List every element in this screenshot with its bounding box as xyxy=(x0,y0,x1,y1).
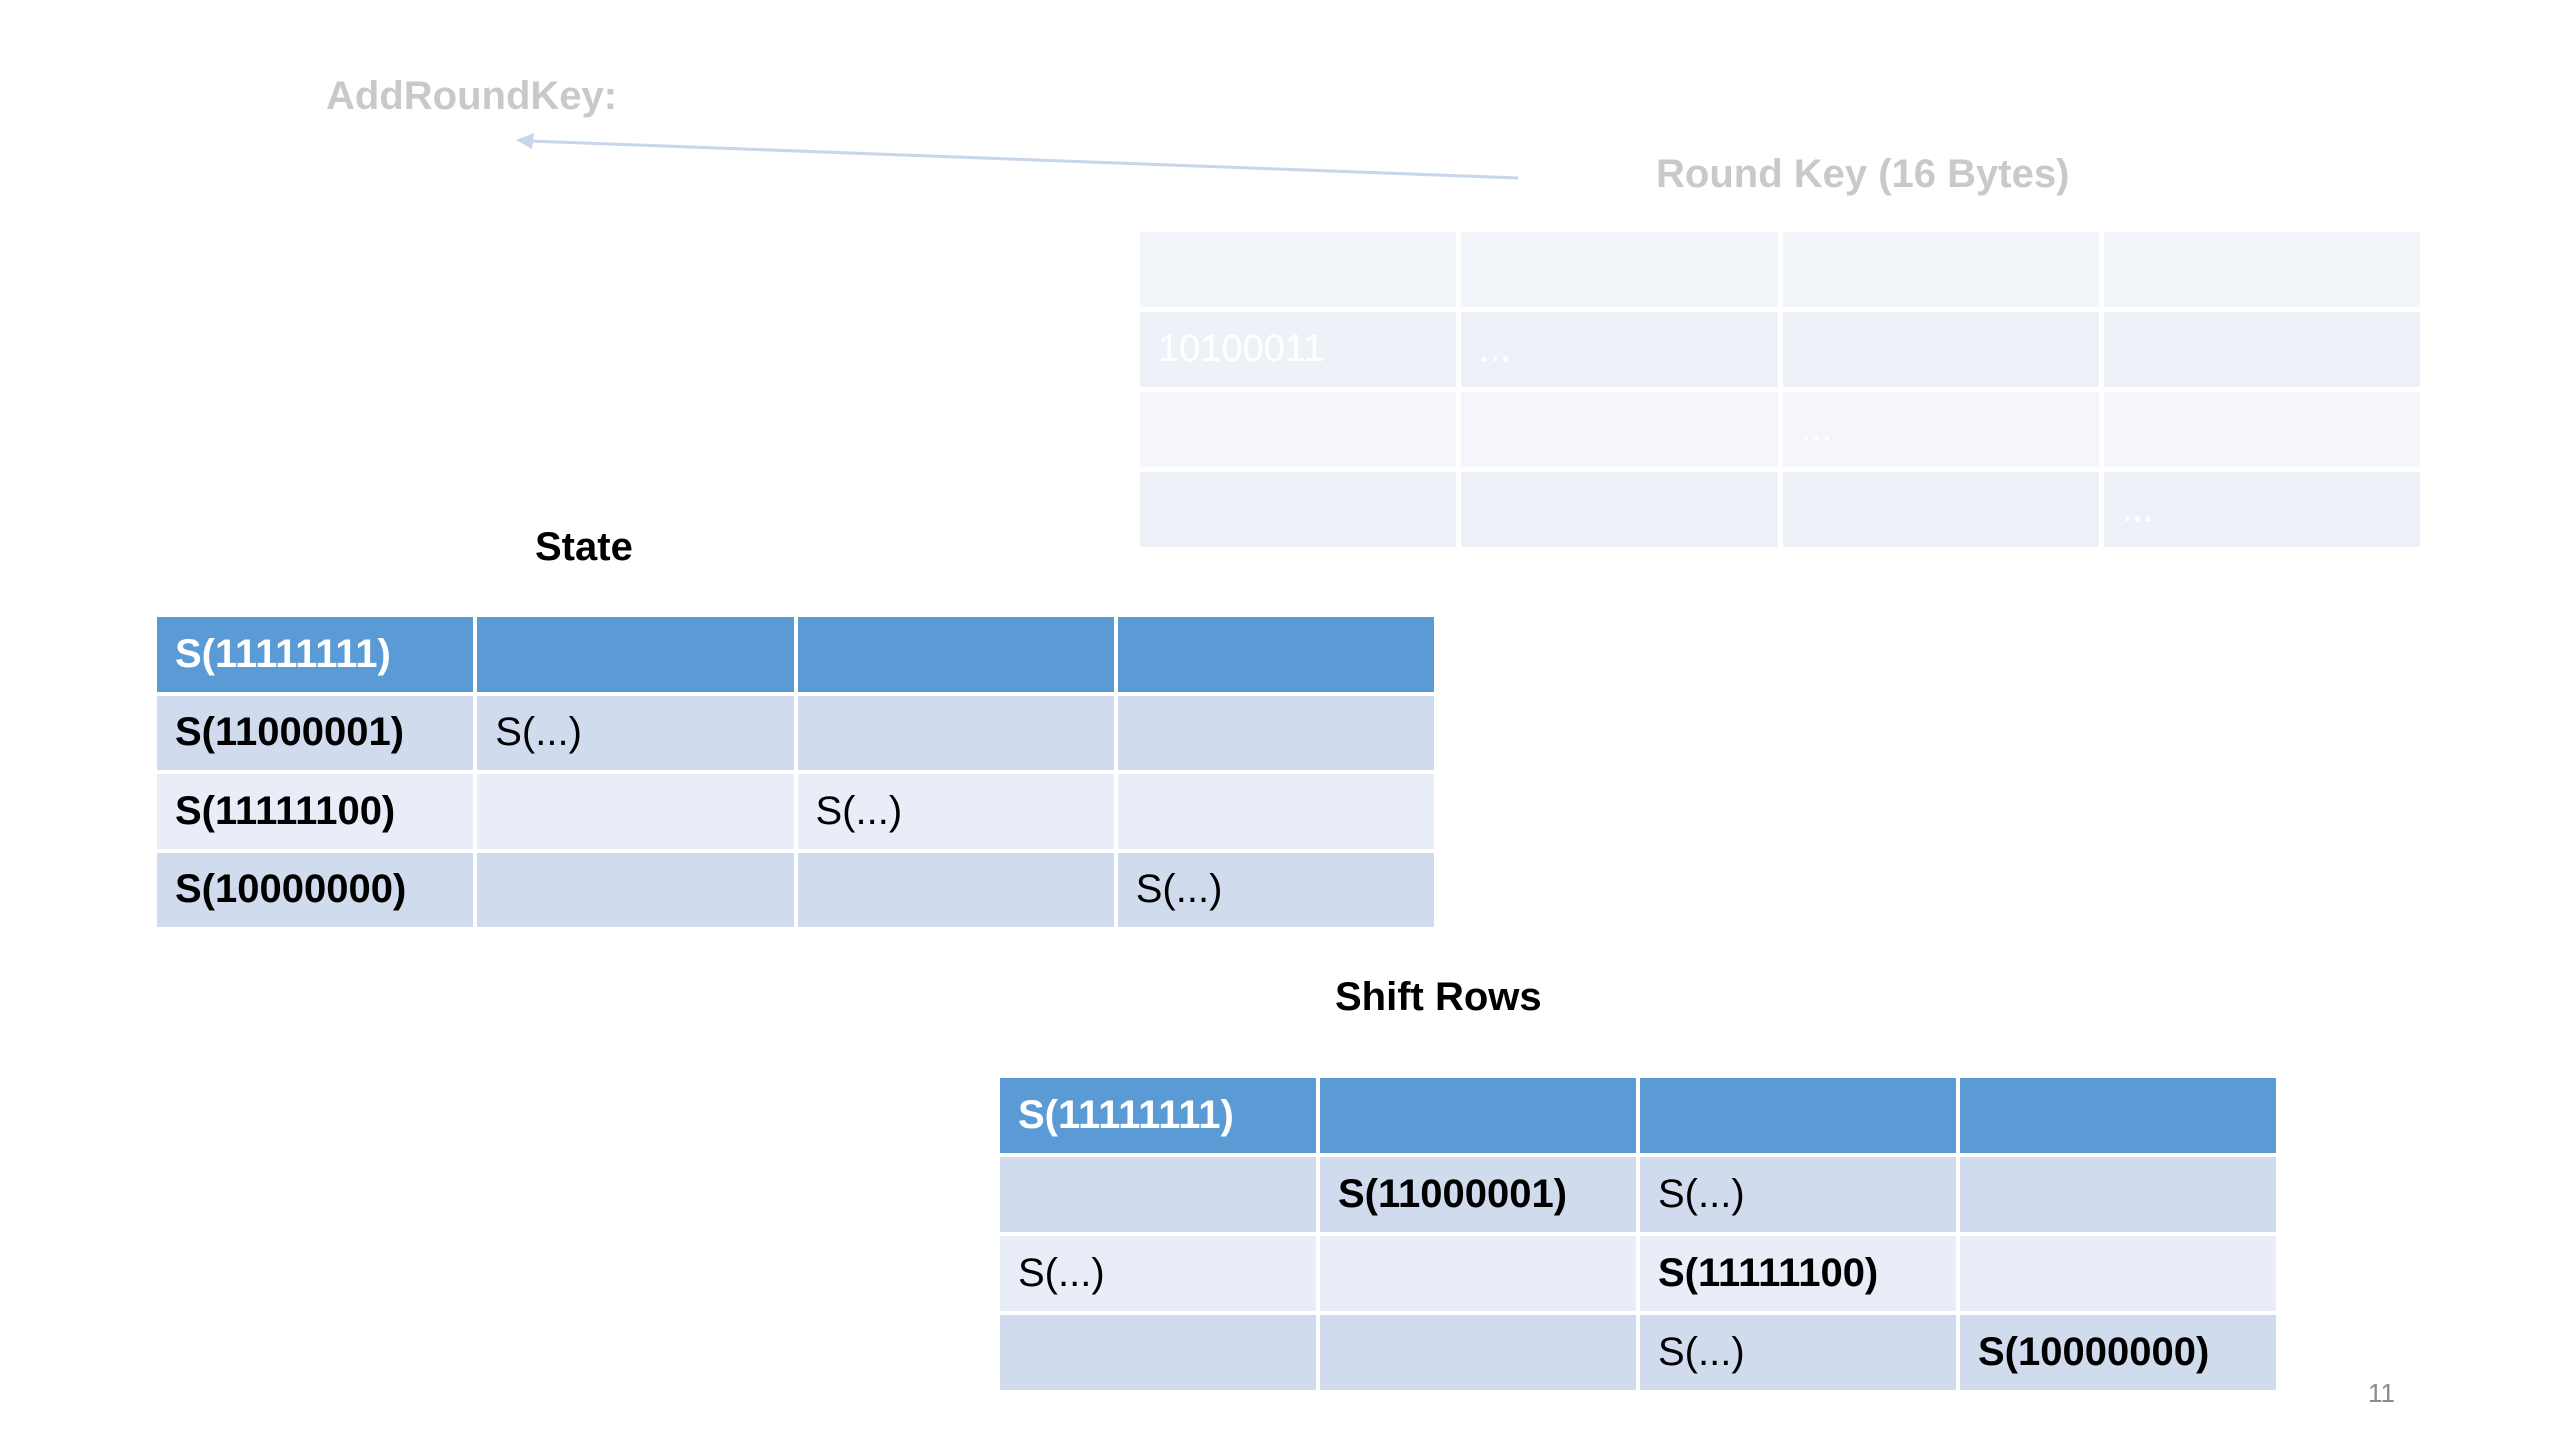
round-key-cell xyxy=(1782,312,2099,387)
shift-rows-cell xyxy=(1640,1078,1956,1153)
state-cell: S(11111100) xyxy=(157,774,474,849)
state-title: State xyxy=(535,525,633,569)
state-cell xyxy=(797,617,1114,692)
round-key-cell: ... xyxy=(1782,392,2099,467)
shift-rows-cell xyxy=(1320,1078,1636,1153)
shift-rows-cell xyxy=(1000,1315,1316,1390)
shift-rows-cell: S(11111100) xyxy=(1640,1236,1956,1311)
state-cell xyxy=(477,852,794,927)
round-key-cell xyxy=(2103,312,2420,387)
shift-rows-cell: S(10000000) xyxy=(1960,1315,2276,1390)
state-cell: S(10000000) xyxy=(157,852,474,927)
state-cell xyxy=(1117,695,1434,770)
round-key-title: Round Key (16 Bytes) xyxy=(1656,152,2070,196)
add-round-key-label: AddRoundKey: xyxy=(326,74,618,118)
state-cell xyxy=(1117,774,1434,849)
round-key-cell xyxy=(1782,232,2099,307)
shift-rows-cell xyxy=(1960,1236,2276,1311)
round-key-cell xyxy=(1140,392,1457,467)
round-key-cell xyxy=(1461,472,1778,547)
round-key-cell: ... xyxy=(2103,472,2420,547)
state-cell xyxy=(797,695,1114,770)
shift-rows-cell xyxy=(1000,1157,1316,1232)
page-number: 11 xyxy=(2368,1378,2395,1408)
shift-rows-cell xyxy=(1960,1078,2276,1153)
state-cell: S(11111111) xyxy=(157,617,474,692)
round-key-cell xyxy=(1782,472,2099,547)
shift-rows-cell: S(11111111) xyxy=(1000,1078,1316,1153)
shift-rows-cell xyxy=(1320,1315,1636,1390)
round-key-cell xyxy=(2103,392,2420,467)
round-key-cell: 10100011 xyxy=(1140,312,1457,387)
shift-rows-cell xyxy=(1320,1236,1636,1311)
round-key-cell xyxy=(1461,232,1778,307)
state-cell xyxy=(477,617,794,692)
round-key-cell xyxy=(1461,392,1778,467)
state-table: S(11111111) S(11000001) S(...) S(1111110… xyxy=(157,617,1434,927)
shift-rows-table: S(11111111) S(11000001) S(...) S(...) S(… xyxy=(1000,1078,2276,1390)
round-key-cell xyxy=(1140,232,1457,307)
state-cell: S(...) xyxy=(1117,852,1434,927)
shift-rows-cell xyxy=(1960,1157,2276,1232)
round-key-cell xyxy=(2103,232,2420,307)
round-key-table: 10100011 ... ... ... xyxy=(1140,232,2420,547)
state-cell: S(...) xyxy=(477,695,794,770)
state-cell: S(...) xyxy=(797,774,1114,849)
state-cell xyxy=(477,774,794,849)
state-cell xyxy=(797,852,1114,927)
state-cell xyxy=(1117,617,1434,692)
round-key-cell xyxy=(1140,472,1457,547)
shift-rows-cell: S(...) xyxy=(1000,1236,1316,1311)
shift-rows-cell: S(11000001) xyxy=(1320,1157,1636,1232)
shift-rows-title: Shift Rows xyxy=(1335,975,1542,1019)
round-key-cell: ... xyxy=(1461,312,1778,387)
shift-rows-cell: S(...) xyxy=(1640,1157,1956,1232)
shift-rows-cell: S(...) xyxy=(1640,1315,1956,1390)
state-cell: S(11000001) xyxy=(157,695,474,770)
